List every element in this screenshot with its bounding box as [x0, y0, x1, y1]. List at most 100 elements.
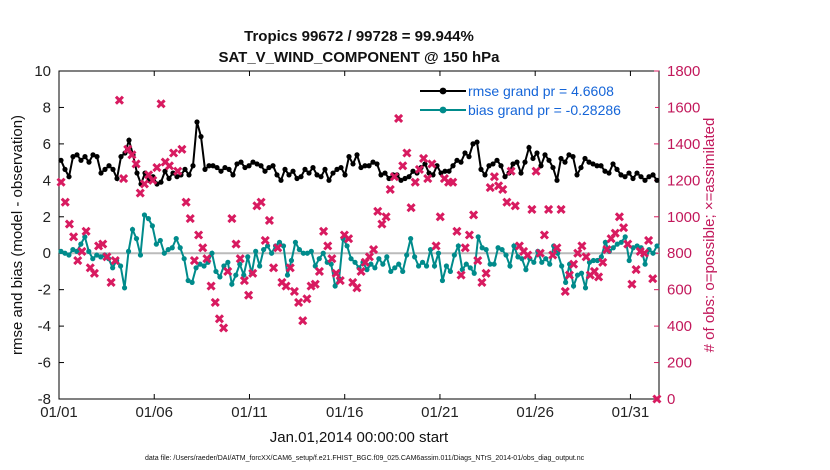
y-tick-label: -2: [38, 282, 51, 299]
bias-point: [507, 263, 513, 269]
bias-point: [352, 259, 358, 265]
bias-point: [487, 261, 493, 267]
rmse-point: [234, 161, 240, 167]
data-series: [56, 95, 662, 404]
data-file-footnote: data file: /Users/raeder/DAI/ATM_forcXX/…: [145, 455, 585, 462]
obs-assimilated-marker: [577, 241, 587, 251]
obs-assimilated-marker: [310, 279, 320, 289]
obs-assimilated-marker: [285, 263, 295, 273]
obs-assimilated-marker: [581, 252, 591, 262]
obs-assimilated-marker: [623, 239, 633, 249]
obs-assimilated-marker: [269, 263, 279, 273]
bias-point: [66, 252, 72, 258]
obs-assimilated-marker: [148, 175, 158, 185]
rmse-point: [566, 152, 572, 158]
rmse-point: [370, 159, 376, 165]
obs-assimilated-marker: [648, 274, 658, 284]
rmse-point: [70, 154, 76, 160]
rmse-point: [310, 164, 316, 171]
bias-point: [570, 283, 577, 289]
rmse-point: [226, 166, 232, 172]
x-tick-label: 01/31: [612, 404, 650, 421]
bias-point: [563, 279, 569, 285]
obs-assimilated-marker: [110, 255, 120, 266]
obs-assimilated-marker: [539, 230, 549, 240]
rmse-point: [82, 154, 88, 160]
bias-point: [392, 265, 398, 271]
y-tick-label: 8: [43, 99, 51, 116]
right-y-tick-label: 1000: [667, 209, 700, 226]
obs-assimilated-marker: [327, 254, 337, 264]
rmse-point: [330, 170, 336, 176]
bias-point: [137, 252, 144, 258]
obs-assimilated-marker: [502, 197, 512, 207]
obs-assimilated-marker: [448, 177, 458, 187]
obs-assimilated-marker: [435, 212, 445, 222]
bias-point: [86, 248, 92, 254]
rmse-point: [654, 177, 660, 183]
bias-point: [495, 245, 501, 251]
bias-point: [559, 263, 565, 269]
obs-assimilated-marker: [377, 219, 387, 229]
bias-point: [217, 274, 223, 280]
rmse-point: [406, 174, 412, 180]
bias-point: [261, 246, 267, 253]
bias-point: [443, 263, 450, 269]
bias-point: [618, 239, 624, 245]
rmse-point: [342, 172, 348, 178]
x-tick-label: 01/21: [421, 404, 459, 421]
rmse-point: [254, 161, 260, 167]
bias-point: [499, 246, 505, 253]
rmse-point: [622, 174, 628, 180]
bias-point: [404, 252, 410, 258]
bias-point: [121, 285, 128, 291]
obs-assimilated-marker: [419, 153, 429, 164]
rmse-point: [210, 163, 216, 169]
obs-assimilated-marker: [231, 239, 241, 249]
rmse-point: [354, 152, 360, 158]
obs-assimilated-marker: [198, 243, 208, 253]
obs-assimilated-marker: [573, 248, 583, 258]
obs-assimilated-marker: [219, 323, 229, 333]
bias-point: [62, 250, 68, 256]
obs-assimilated-marker: [169, 148, 179, 158]
obs-assimilated-marker: [139, 179, 149, 189]
obs-assimilated-marker: [239, 275, 249, 286]
obs-assimilated-marker: [289, 286, 299, 297]
rmse-point: [282, 166, 288, 172]
legend: rmse grand pr = 4.6608 bias grand pr = -…: [414, 76, 655, 118]
bias-point: [622, 234, 628, 240]
bias-point: [58, 248, 64, 254]
legend-rmse-marker: [439, 87, 447, 95]
bias-point: [412, 254, 418, 260]
obs-assimilated-marker: [69, 232, 79, 242]
bias-point: [316, 256, 322, 262]
x-axis-label: Jan.01,2014 00:00:00 start: [270, 429, 449, 446]
obs-assimilated-marker: [131, 159, 141, 169]
rmse-point: [382, 170, 388, 176]
obs-assimilated-marker: [152, 163, 162, 173]
left-y-axis-ticks: -8 -6 -4 -2 0 2 4 6 8 10: [34, 63, 64, 408]
rmse-point: [230, 172, 236, 178]
rmse-point: [198, 134, 204, 140]
rmse-point: [262, 168, 268, 174]
obs-assimilated-marker: [156, 99, 166, 109]
bias-point: [284, 272, 291, 278]
obs-assimilated-marker: [60, 197, 70, 207]
bias-point: [153, 241, 159, 247]
rmse-point: [326, 177, 332, 183]
obs-assimilated-marker: [652, 394, 662, 404]
obs-assimilated-marker: [510, 201, 520, 211]
obs-assimilated-marker: [202, 254, 212, 264]
right-y-axis-ticks: 0 200 400 600 800 1000 1200 1400 1600 1800: [654, 63, 700, 408]
y-tick-label: -4: [38, 318, 51, 335]
bias-point: [515, 254, 521, 260]
rmse-point: [514, 159, 520, 165]
rmse-point: [302, 166, 308, 172]
bias-point: [233, 272, 239, 278]
rmse-point: [466, 154, 472, 160]
rmse-point: [202, 166, 208, 172]
bias-point: [435, 250, 442, 256]
rmse-point: [526, 144, 532, 151]
rmse-point: [594, 163, 600, 169]
